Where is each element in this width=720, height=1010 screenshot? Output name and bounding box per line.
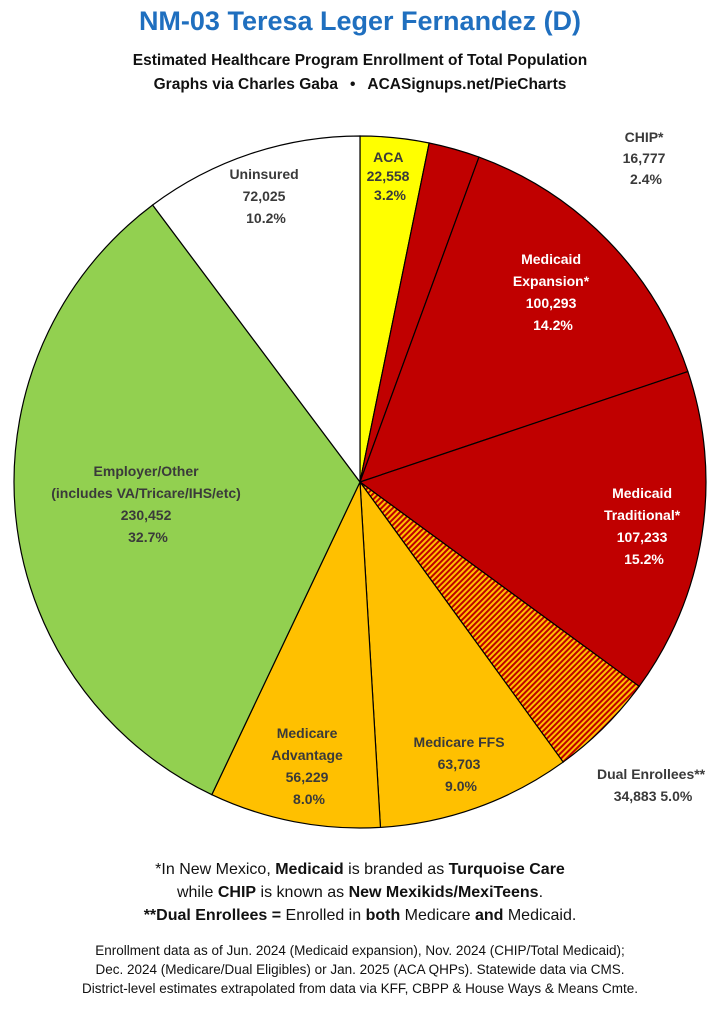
label-aca: ACA 22,558 3.2% — [367, 149, 414, 203]
label-advantage-name2: Advantage — [271, 747, 343, 763]
label-expansion-value: 100,293 — [526, 295, 577, 311]
label-traditional-name2: Traditional* — [604, 507, 681, 523]
chart-subtitle: Estimated Healthcare Program Enrollment … — [132, 52, 588, 69]
label-traditional-value: 107,233 — [617, 529, 668, 545]
label-traditional-name1: Medicaid — [612, 485, 672, 501]
source-line-2: Dec. 2024 (Medicare/Dual Eligibles) or J… — [95, 962, 625, 977]
label-employer-value: 230,452 — [121, 507, 172, 523]
label-advantage-percent: 8.0% — [293, 791, 325, 807]
label-aca-percent: 3.2% — [374, 187, 406, 203]
label-chip-name: CHIP* — [625, 129, 664, 145]
label-expansion-percent: 14.2% — [533, 317, 573, 333]
label-chip: CHIP* 16,777 2.4% — [623, 129, 670, 187]
label-uninsured: Uninsured 72,025 10.2% — [229, 166, 302, 226]
label-traditional-percent: 15.2% — [624, 551, 664, 567]
pie-slice-medicaid-traditional — [358, 370, 707, 688]
credit-site: ACASignups.net/PieCharts — [367, 76, 567, 93]
label-uninsured-percent: 10.2% — [246, 210, 286, 226]
label-employer-percent: 32.7% — [128, 529, 168, 545]
credit-line: Graphs via Charles Gaba • ACASignups.net/P… — [0, 76, 720, 94]
label-medicaid-expansion: Medicaid Expansion* 100,293 14.2% — [513, 251, 593, 333]
source-line-3: District-level estimates extrapolated fr… — [82, 981, 638, 996]
label-employer-other: Employer/Other (includes VA/Tricare/IHS/… — [51, 463, 244, 545]
label-chip-percent: 2.4% — [630, 171, 662, 187]
label-medicaid-traditional: Medicaid Traditional* 107,233 15.2% — [604, 485, 684, 567]
credit-bullet: • — [349, 76, 356, 93]
credit-author: Graphs via Charles Gaba — [153, 76, 338, 93]
label-aca-value: 22,558 — [367, 168, 410, 184]
pie-slice-medicare-ffs — [359, 479, 565, 829]
label-expansion-name1: Medicaid — [521, 251, 581, 267]
label-dual-name: Dual Enrollees** — [597, 766, 706, 782]
data-source-note: Enrollment data as of Jun. 2024 (Medicai… — [0, 941, 720, 998]
pie-slices — [13, 135, 707, 829]
pie-labels: ACA 22,558 3.2% CHIP* 16,777 2.4% Medica… — [51, 129, 709, 807]
label-expansion-name2: Expansion* — [513, 273, 590, 289]
label-ffs-value: 63,703 — [438, 756, 481, 772]
pie-slice-uninsured — [151, 135, 361, 484]
label-medicare-ffs: Medicare FFS 63,703 9.0% — [414, 734, 509, 794]
label-chip-value: 16,777 — [623, 150, 666, 166]
label-advantage-name1: Medicare — [277, 725, 338, 741]
label-uninsured-name: Uninsured — [229, 166, 298, 182]
label-ffs-name: Medicare FFS — [414, 734, 505, 750]
label-employer-name1: Employer/Other — [94, 463, 200, 479]
pie-slice-employer-other-includes-va-tricare-ihs-etc — [13, 204, 361, 796]
footnote-medicaid: *In New Mexico, Medicaid is branded as T… — [155, 861, 565, 878]
label-aca-name: ACA — [373, 149, 403, 165]
pie-slice-medicare-advantage — [211, 481, 382, 829]
label-uninsured-value: 72,025 — [243, 188, 286, 204]
label-advantage-value: 56,229 — [286, 769, 329, 785]
label-medicare-advantage: Medicare Advantage 56,229 8.0% — [271, 725, 346, 807]
label-ffs-percent: 9.0% — [445, 778, 477, 794]
source-line-1: Enrollment data as of Jun. 2024 (Medicai… — [95, 943, 625, 958]
label-dual-enrollees: Dual Enrollees** 34,883 5.0% — [597, 766, 709, 804]
label-employer-name2: (includes VA/Tricare/IHS/etc) — [51, 485, 241, 501]
page-title: NM-03 Teresa Leger Fernandez (D) — [138, 6, 582, 36]
pie-slice-medicaid-expansion — [359, 156, 689, 483]
label-dual-value: 34,883 5.0% — [614, 788, 693, 804]
footnote-chip: while CHIP is known as New Mexikids/Mexi… — [176, 884, 544, 901]
footnotes: *In New Mexico, Medicaid is branded as T… — [0, 858, 720, 927]
footnote-dual: **Dual Enrollees = Enrolled in both Medi… — [143, 907, 577, 924]
